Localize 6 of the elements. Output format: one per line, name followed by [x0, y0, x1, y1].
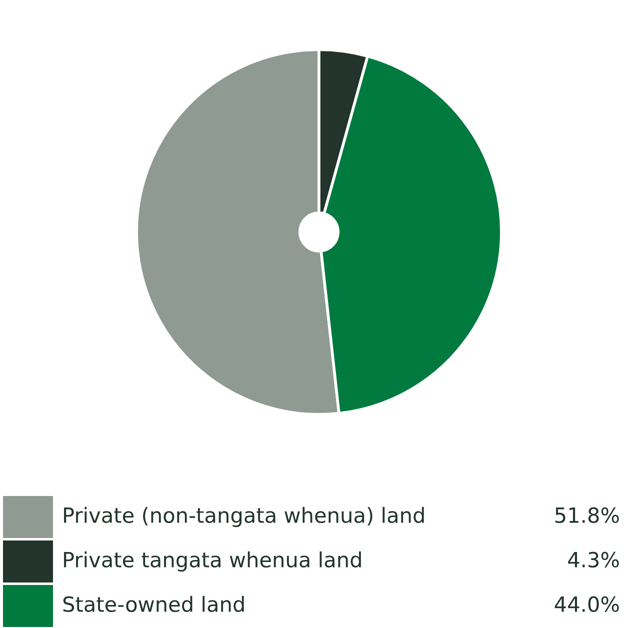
- data-label: 51.8%: [555, 507, 619, 524]
- data-label: 4.3%: [568, 552, 619, 568]
- data-label: 44.0%: [554, 596, 619, 612]
- legend-label: Private (non-tangata whenua) land: [64, 506, 424, 528]
- legend-label: Private tangata whenua land: [64, 551, 361, 572]
- legend-label: State-owned land: [63, 596, 244, 612]
